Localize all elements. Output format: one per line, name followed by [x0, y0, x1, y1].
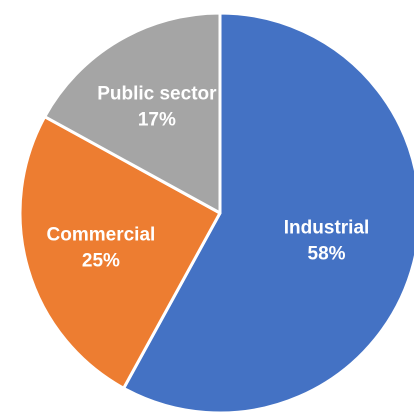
slice-label: Public sector [97, 83, 217, 104]
slice-percent-label: 58% [308, 243, 346, 264]
pie-labels: Industrial 58% Commercial 25% Public sector 1… [47, 83, 370, 271]
slice-label: Commercial [47, 225, 156, 246]
slice-label: Industrial [284, 217, 370, 238]
slice-percent-label: 17% [138, 109, 176, 130]
pie-slice-public-sector [43, 11, 222, 215]
slice-percent-label: 25% [82, 251, 120, 272]
pie-slice-commercial [18, 115, 222, 390]
pie-slices [18, 11, 414, 415]
